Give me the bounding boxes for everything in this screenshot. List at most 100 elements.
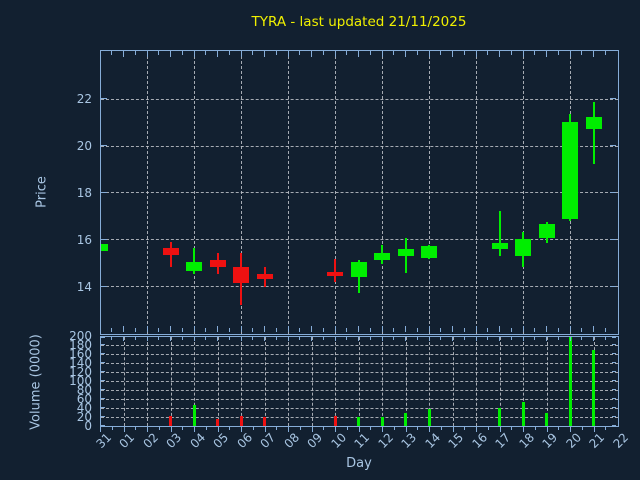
x-tick <box>287 51 289 57</box>
volume-bar <box>498 407 502 426</box>
x-tick <box>205 427 207 430</box>
price-tick <box>100 191 107 193</box>
x-tick <box>134 328 136 332</box>
volume-tick <box>100 353 105 355</box>
x-tick <box>335 427 336 432</box>
x-tick <box>593 427 595 432</box>
volume-tick <box>611 371 616 373</box>
x-tick <box>100 325 101 332</box>
x-tick <box>417 427 419 430</box>
x-tick <box>452 337 454 342</box>
price-panel <box>99 50 619 335</box>
candle-body <box>162 247 179 255</box>
x-tick <box>393 337 395 340</box>
volume-gridline-vertical <box>123 337 125 427</box>
x-tick <box>217 427 219 432</box>
volume-tick <box>100 362 105 364</box>
volume-axis-label: Volume (0000) <box>28 333 44 430</box>
x-tick <box>346 427 348 430</box>
volume-bar <box>263 416 267 426</box>
x-tick <box>147 427 148 432</box>
volume-tick <box>611 416 616 418</box>
x-tick <box>299 328 301 332</box>
x-tick <box>452 51 454 57</box>
volume-tick-label: 80 <box>76 383 92 398</box>
x-tick <box>123 427 125 432</box>
price-gridline-vertical <box>241 51 243 334</box>
x-tick <box>369 337 371 340</box>
x-tick <box>240 51 242 57</box>
x-tick <box>181 328 183 332</box>
x-tick <box>135 427 137 430</box>
x-tick <box>405 51 407 57</box>
volume-tick-label: 60 <box>76 392 92 407</box>
x-tick <box>170 427 172 432</box>
price-gridline-vertical <box>335 51 337 334</box>
volume-gridline-vertical <box>382 337 384 427</box>
x-tick <box>558 427 560 430</box>
volume-tick <box>611 425 616 427</box>
x-tick <box>581 427 583 430</box>
x-tick <box>311 51 313 57</box>
volume-gridline-vertical <box>311 337 313 427</box>
x-tick <box>475 337 477 342</box>
x-tick <box>463 51 465 55</box>
x-tick <box>323 427 325 430</box>
x-tick <box>240 325 242 332</box>
price-gridline <box>100 98 618 100</box>
x-tick <box>158 337 160 340</box>
candle-body <box>233 267 250 283</box>
x-tick <box>111 337 113 340</box>
price-gridline-vertical <box>194 51 196 334</box>
volume-gridline-vertical <box>499 337 501 427</box>
x-tick <box>557 337 559 340</box>
x-tick <box>428 51 430 57</box>
volume-bar <box>404 412 408 426</box>
x-tick <box>429 427 430 432</box>
candle-body <box>491 242 508 249</box>
volume-gridline-vertical <box>288 337 290 427</box>
x-tick <box>499 51 501 57</box>
price-tick <box>100 238 107 240</box>
x-tick <box>100 51 101 57</box>
x-tick <box>311 427 313 432</box>
x-tick <box>111 51 113 55</box>
x-tick <box>158 51 160 55</box>
x-tick <box>557 328 559 332</box>
price-tick-label: 20 <box>76 138 92 153</box>
x-tick <box>182 427 184 430</box>
candle-wick <box>357 260 360 294</box>
volume-bar <box>333 415 337 426</box>
x-tick <box>487 328 489 332</box>
x-tick <box>299 51 301 55</box>
price-tick <box>609 98 616 100</box>
x-tick <box>146 337 148 342</box>
x-tick <box>581 337 583 340</box>
x-tick <box>287 337 289 342</box>
volume-tick-label: 0 <box>84 419 92 434</box>
x-tick <box>134 337 136 340</box>
x-tick <box>546 51 548 57</box>
x-tick <box>570 427 571 432</box>
candle-body <box>585 117 602 130</box>
x-tick <box>534 427 536 430</box>
x-tick <box>499 427 501 432</box>
x-tick <box>241 427 242 432</box>
x-tick <box>194 427 195 432</box>
x-tick <box>264 325 266 332</box>
x-tick <box>170 51 172 57</box>
x-tick <box>322 51 324 55</box>
x-tick <box>299 427 301 430</box>
price-tick <box>100 145 107 147</box>
x-tick <box>181 337 183 340</box>
x-tick <box>569 51 571 57</box>
x-tick <box>381 325 383 332</box>
x-tick <box>581 51 583 55</box>
volume-tick <box>100 398 105 400</box>
x-tick <box>228 328 230 332</box>
x-tick <box>123 325 125 332</box>
x-tick <box>170 325 172 332</box>
volume-gridline-vertical <box>194 337 196 427</box>
candle-body <box>327 272 344 276</box>
